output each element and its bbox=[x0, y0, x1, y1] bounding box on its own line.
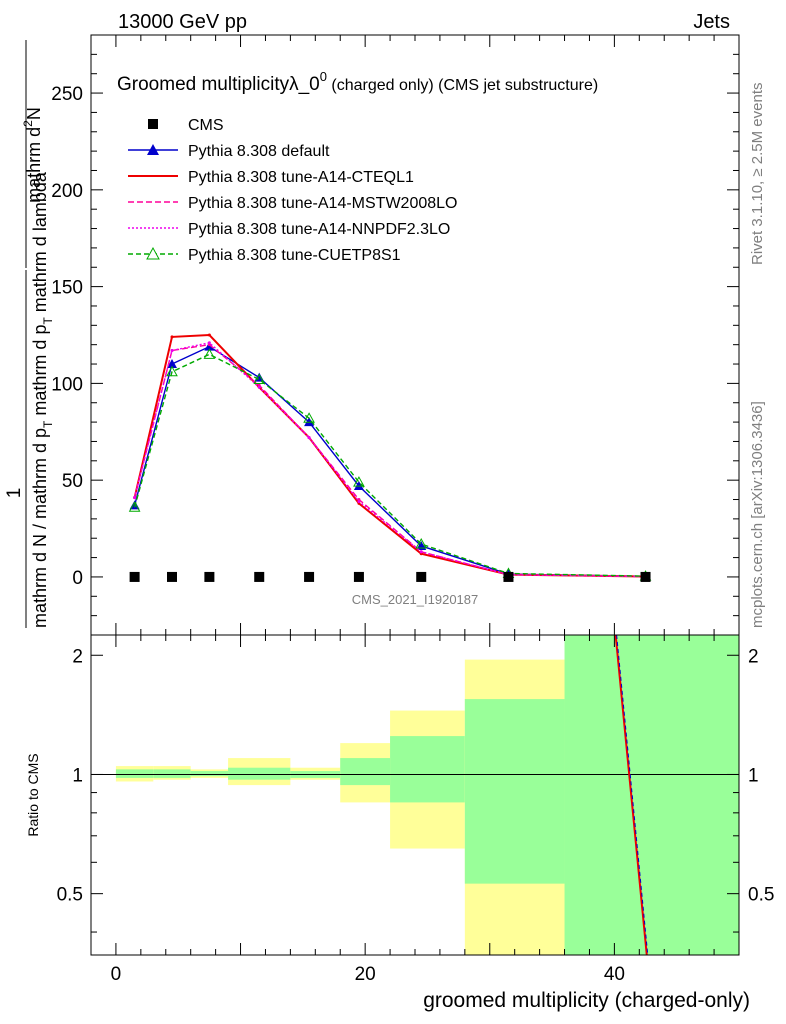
y-axis-label: 1 mathrm d2N mathrm d N / mathrm d pT ma… bbox=[4, 40, 55, 628]
ratio-bands bbox=[91, 634, 739, 956]
process-label: Jets bbox=[693, 11, 730, 33]
ratio-tick-label-2: 2 bbox=[72, 646, 83, 667]
series-0-point-5 bbox=[353, 480, 364, 490]
energy-label: 13000 GeV pp bbox=[118, 11, 247, 33]
series-line-1 bbox=[133, 333, 646, 578]
series-4-point-3 bbox=[253, 373, 266, 385]
ratio-tick-label-0: 0.5 bbox=[57, 885, 83, 906]
series-group bbox=[128, 333, 652, 581]
series-line-2 bbox=[133, 343, 646, 578]
series-3-point-3 bbox=[257, 385, 261, 389]
series-3-point-5 bbox=[357, 499, 361, 503]
legend-label-4: Pythia 8.308 tune-CUETP8S1 bbox=[188, 247, 401, 264]
band-green-7 bbox=[464, 699, 565, 884]
cms-point-0 bbox=[129, 571, 140, 582]
analysis-watermark: CMS_2021_I1920187 bbox=[352, 592, 479, 607]
x-tick-label-1: 20 bbox=[355, 964, 376, 985]
cms-point-2 bbox=[204, 571, 215, 582]
legend-label-cms: CMS bbox=[188, 117, 224, 134]
y-tick-label-1: 50 bbox=[62, 471, 83, 492]
band-green-3 bbox=[228, 767, 291, 780]
series-0-point-1 bbox=[167, 359, 177, 369]
series-3-point-2 bbox=[207, 341, 211, 345]
band-green-8 bbox=[564, 635, 739, 955]
series-4-point-5 bbox=[353, 476, 365, 487]
mcplots-label: mcplots.cern.ch [arXiv:1306.3436] bbox=[749, 401, 766, 628]
legend-label-3: Pythia 8.308 tune-A14-NNPDF2.3LO bbox=[188, 221, 450, 238]
cms-point-4 bbox=[304, 571, 315, 582]
band-green-2 bbox=[190, 771, 229, 777]
series-1-point-1 bbox=[170, 335, 174, 339]
legend-label-2: Pythia 8.308 tune-A14-MSTW2008LO bbox=[188, 195, 457, 212]
y-tick-label-5: 250 bbox=[51, 84, 83, 105]
y-tick-label-3: 150 bbox=[51, 278, 83, 299]
band-green-6 bbox=[390, 736, 465, 803]
y-tick-label-0: 0 bbox=[72, 568, 83, 589]
ylabel-numerator: mathrm d2N bbox=[21, 107, 44, 203]
axis-ticks: 0 20 40 0 50 100 150 200 250 0.5 0.5 1 1 2 2 bbox=[51, 34, 774, 985]
series-3-point-0 bbox=[133, 496, 137, 500]
x-tick-label-2: 40 bbox=[604, 964, 625, 985]
cms-point-5 bbox=[353, 571, 364, 582]
x-axis-label: groomed multiplicity (charged-only) bbox=[423, 989, 750, 1012]
series-4-point-2 bbox=[203, 348, 216, 359]
series-4-point-6 bbox=[415, 538, 428, 549]
legend-marker-cms bbox=[148, 119, 158, 129]
ratio-y-axis-label: Ratio to CMS bbox=[25, 753, 41, 836]
cms-point-8 bbox=[640, 571, 651, 582]
series-line-3 bbox=[133, 341, 646, 578]
ratio-tick-label-1: 1 bbox=[72, 765, 83, 786]
rivet-label: Rivet 3.1.10, ≥ 2.5M events bbox=[749, 83, 766, 266]
series-line-4 bbox=[133, 353, 646, 577]
band-green-5 bbox=[340, 758, 391, 786]
series-line-0 bbox=[133, 345, 646, 578]
series-4-point-0 bbox=[128, 501, 141, 512]
series-0-point-4 bbox=[304, 417, 315, 427]
series-3-point-6 bbox=[419, 550, 423, 554]
legend-marker-0 bbox=[147, 144, 159, 155]
legend-label-0: Pythia 8.308 default bbox=[188, 143, 330, 160]
series-4-point-1 bbox=[166, 365, 178, 377]
legend-label-1: Pythia 8.308 tune-A14-CTEQL1 bbox=[188, 169, 414, 186]
ratio-tick-label-right-2: 2 bbox=[748, 646, 759, 667]
y-tick-label-4: 200 bbox=[51, 181, 83, 202]
cms-point-3 bbox=[254, 571, 265, 582]
band-green-1 bbox=[153, 769, 191, 778]
legend-marker-4 bbox=[146, 246, 160, 260]
series-1-point-2 bbox=[207, 333, 211, 337]
cms-point-1 bbox=[167, 571, 177, 582]
ratio-line-blue bbox=[616, 634, 649, 956]
cms-point-7 bbox=[503, 571, 514, 582]
ratio-tick-label-right-0: 0.5 bbox=[748, 885, 774, 906]
ratio-line-red bbox=[614, 634, 648, 956]
series-3-point-1 bbox=[170, 348, 174, 352]
y-tick-label-2: 100 bbox=[51, 374, 83, 395]
series-3-point-4 bbox=[307, 436, 311, 440]
cms-point-6 bbox=[416, 571, 427, 582]
ylabel-bottom: mathrm d N / mathrm d pT mathrm d pT mat… bbox=[30, 171, 55, 628]
series-4-point-4 bbox=[303, 412, 315, 423]
data-points bbox=[129, 571, 651, 582]
ylabel-one: 1 bbox=[4, 488, 25, 499]
band-green-0 bbox=[115, 769, 154, 778]
legend: CMS Pythia 8.308 default Pythia 8.308 tune… bbox=[128, 117, 457, 264]
plot-title: Groomed multiplicityλ_00 (charged only) … bbox=[117, 69, 598, 95]
ratio-tick-label-right-1: 1 bbox=[748, 765, 759, 786]
x-tick-label-0: 0 bbox=[111, 964, 122, 985]
